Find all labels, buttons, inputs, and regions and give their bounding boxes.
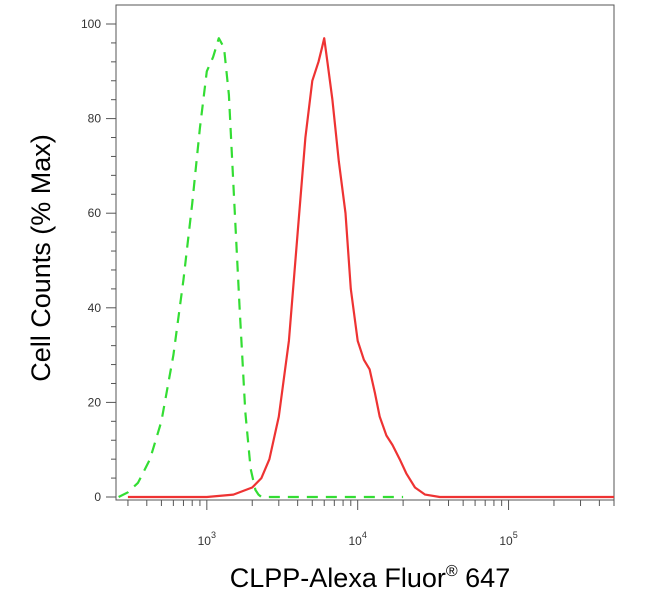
y-tick-label: 20 [88, 395, 102, 409]
y-tick-label: 60 [88, 206, 102, 220]
sample-series-line [127, 37, 614, 499]
x-axis-ticks: 103 104 105 [127, 500, 615, 548]
x-axis-title-suffix: 647 [458, 563, 511, 593]
x-tick-label: 105 [499, 530, 517, 548]
y-tick-label: 40 [88, 301, 102, 315]
x-tick-label-exponent: 5 [513, 530, 518, 540]
y-axis-ticks: 0 20 40 60 80 100 [81, 17, 116, 504]
y-axis-title: Cell Counts (% Max) [26, 134, 56, 382]
x-tick-label-exponent: 3 [211, 530, 216, 540]
x-axis-title-superscript: ® [446, 563, 458, 580]
y-tick-label: 0 [94, 490, 101, 504]
x-tick-label-exponent: 4 [362, 530, 367, 540]
x-tick-label-base: 10 [349, 534, 363, 548]
plot-frame [115, 4, 615, 501]
y-tick-label: 100 [81, 17, 101, 31]
control-series-line [118, 37, 404, 499]
x-tick-label-base: 10 [198, 534, 212, 548]
x-axis-title-main: CLPP-Alexa Fluor [230, 563, 446, 593]
x-tick-label-base: 10 [499, 534, 513, 548]
x-tick-label: 104 [349, 530, 367, 548]
series-layer [118, 37, 614, 499]
y-tick-label: 80 [88, 112, 102, 126]
x-tick-label: 103 [198, 530, 216, 548]
x-axis-title: CLPP-Alexa Fluor® 647 [230, 563, 510, 593]
